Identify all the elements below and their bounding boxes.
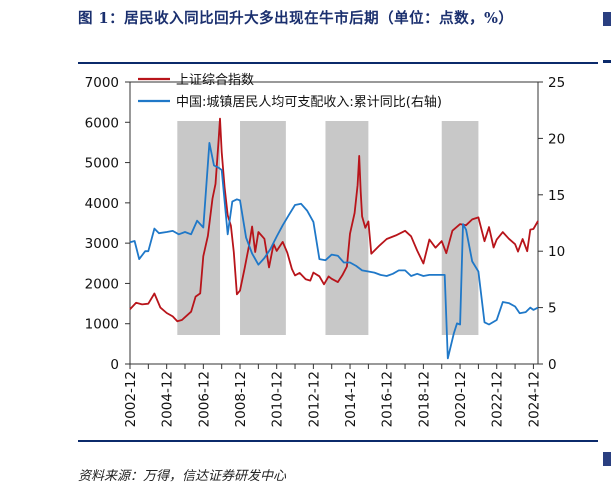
y-left-tick-label: 0	[110, 357, 119, 373]
x-tick-label: 2018-12	[416, 371, 432, 427]
y-left-tick-label: 7000	[85, 75, 119, 91]
x-tick-label: 2022-12	[490, 371, 506, 427]
x-tick-label: 2020-12	[453, 371, 469, 427]
x-tick-label: 2004-12	[160, 371, 176, 427]
adjacent-panel-edge-bottom	[603, 452, 611, 466]
y-left-tick-label: 1000	[85, 317, 119, 333]
title-rule	[78, 62, 598, 64]
y-right-tick-label: 25	[548, 75, 565, 91]
footer-rule	[78, 440, 598, 442]
y-left-tick-label: 5000	[85, 156, 119, 172]
series-line-index	[129, 117, 539, 323]
chart-title: 图 1：居民收入同比回升大多出现在牛市后期（单位：点数，%）	[78, 10, 514, 27]
legend-label-income: 中国:城镇居民人均可支配收入:累计同比(右轴)	[176, 95, 442, 110]
y-left-tick-label: 4000	[85, 196, 119, 212]
x-tick-label: 2006-12	[196, 371, 212, 427]
x-tick-label: 2012-12	[306, 371, 322, 427]
legend-label-index: 上证综合指数	[176, 73, 254, 88]
x-tick-label: 2002-12	[123, 371, 139, 427]
y-left-tick-label: 6000	[85, 115, 119, 131]
x-tick-label: 2016-12	[380, 371, 396, 427]
y-right-tick-label: 0	[548, 357, 557, 373]
source-note: 资料来源：万得，信达证券研发中心	[78, 469, 287, 484]
x-tick-label: 2008-12	[233, 371, 249, 427]
x-tick-label: 2014-12	[343, 371, 359, 427]
series-line-income	[129, 141, 539, 360]
shaded-period-2	[240, 121, 286, 335]
y-right-tick-label: 20	[548, 131, 565, 147]
y-right-tick-label: 5	[548, 301, 557, 317]
y-right-tick-label: 10	[548, 244, 565, 260]
y-right-tick-label: 15	[548, 188, 565, 204]
shaded-period-3	[325, 121, 369, 335]
adjacent-panel-rule	[603, 60, 611, 63]
x-tick-label: 2010-12	[270, 371, 286, 427]
shaded-period-1	[177, 121, 221, 335]
adjacent-panel-edge	[603, 12, 611, 26]
y-left-tick-label: 2000	[85, 276, 119, 292]
y-left-tick-label: 3000	[85, 236, 119, 252]
x-tick-label: 2024-12	[526, 371, 542, 427]
